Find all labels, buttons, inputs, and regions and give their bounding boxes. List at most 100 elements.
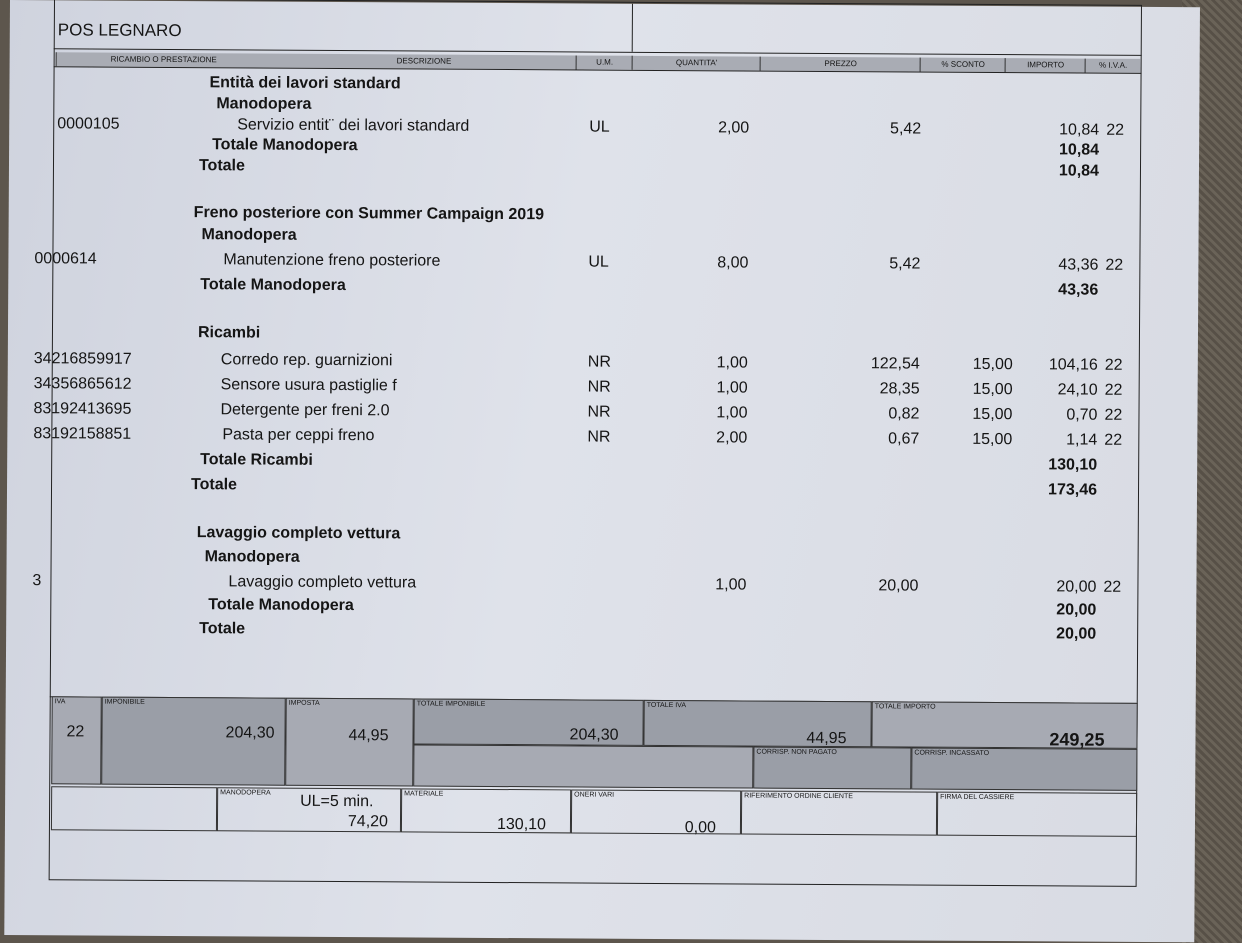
item-description: Detergente per freni 2.0: [220, 401, 390, 420]
item-code: 34216859917: [33, 350, 132, 368]
item-description: Totale: [199, 620, 246, 638]
item-code: 0000614: [34, 250, 97, 268]
totale-imponibile-label: TOTALE IMPONIBILE: [416, 700, 486, 708]
item-description: Totale: [190, 476, 238, 494]
corrisp-incassato-box: CORRISP. INCASSATO: [911, 747, 1138, 791]
manodopera-label: MANODOPERA: [220, 789, 271, 797]
riferimento-box: RIFERIMENTO ORDINE CLIENTE: [740, 790, 938, 836]
manodopera-box: MANODOPERA UL=5 min. 74,20: [216, 787, 402, 833]
firma-box: FIRMA DEL CASSIERE: [936, 791, 1138, 837]
col-ricambio: RICAMBIO O PRESTAZIONE: [110, 54, 217, 65]
item-description: Corredo rep. guarnizioni: [220, 351, 393, 370]
oneri-vari-box: ONERI VARI 0,00: [570, 789, 742, 836]
materiale-label: MATERIALE: [404, 790, 444, 798]
item-quantity: 1,00: [715, 576, 747, 594]
item-vat: 22: [1104, 381, 1123, 399]
imposta-box: IMPOSTA 44,95: [285, 697, 414, 787]
item-discount: 15,00: [972, 430, 1013, 449]
item-vat: 22: [1106, 121, 1125, 139]
imponibile-box: IMPONIBILE 204,30: [101, 696, 286, 786]
oneri-vari-label: ONERI VARI: [574, 791, 615, 799]
col-quantita: QUANTITA': [631, 55, 761, 71]
item-quantity: 8,00: [717, 254, 749, 272]
item-vat: 22: [1103, 578, 1122, 596]
item-description: Totale Manodopera: [200, 276, 346, 295]
item-amount: 0,70: [1066, 406, 1098, 424]
item-description: Pasta per ceppi freno: [222, 426, 375, 445]
item-quantity: 1,00: [716, 379, 748, 397]
item-um: UL: [588, 253, 609, 271]
item-vat: 22: [1104, 356, 1123, 374]
item-um: NR: [587, 403, 611, 421]
imponibile-label: IMPONIBILE: [104, 698, 145, 706]
col-iva: % I.V.A.: [1084, 58, 1141, 73]
item-um: NR: [587, 378, 611, 396]
item-code: 0000105: [57, 115, 120, 133]
item-description: Freno posteriore con Summer Campaign 201…: [193, 204, 545, 224]
riferimento-label: RIFERIMENTO ORDINE CLIENTE: [744, 792, 853, 801]
item-amount: 24,10: [1057, 381, 1098, 399]
item-um: UL: [589, 118, 610, 136]
iva-value: 22: [66, 723, 85, 741]
totale-importo-box: TOTALE IMPORTO 249,25: [871, 701, 1138, 750]
item-code: 83192413695: [33, 400, 132, 418]
item-um: NR: [587, 428, 611, 446]
item-um: NR: [587, 353, 611, 371]
item-vat: 22: [1104, 406, 1123, 424]
item-description: Ricambi: [197, 324, 261, 342]
item-amount: 43,36: [1058, 256, 1099, 274]
item-description: Totale Manodopera: [208, 596, 354, 615]
item-description: Manodopera: [216, 95, 312, 113]
blank-box: [413, 744, 754, 789]
ul-note: UL=5 min.: [300, 792, 374, 811]
invoice-paper: POS LEGNARO RICAMBIO O PRESTAZIONE DESCR…: [4, 0, 1200, 943]
totale-iva-label: TOTALE IVA: [646, 701, 687, 710]
item-code: 34356865612: [33, 375, 132, 393]
item-amount: 104,16: [1048, 356, 1098, 374]
col-importo: IMPORTO: [1004, 58, 1086, 73]
item-price: 28,35: [879, 380, 920, 398]
corrisp-incassato-label: CORRISP. INCASSATO: [914, 749, 990, 757]
iva-box: IVA 22: [51, 696, 102, 785]
item-amount: 20,00: [1056, 578, 1097, 596]
totale-imponibile-box: TOTALE IMPONIBILE 204,30: [413, 698, 644, 746]
item-description: Entità dei lavori standard: [209, 74, 401, 93]
item-amount: 173,46: [1048, 481, 1098, 499]
materiale-box: MATERIALE 130,10: [400, 788, 572, 834]
col-um: U.M.: [575, 55, 633, 70]
item-amount: 20,00: [1056, 625, 1097, 643]
item-discount: 15,00: [972, 405, 1013, 424]
item-price: 0,67: [888, 430, 920, 448]
item-amount: 10,84: [1058, 162, 1100, 180]
item-description: Manodopera: [204, 548, 300, 566]
item-description: Totale Ricambi: [200, 451, 313, 469]
col-sconto: % SCONTO: [919, 57, 1006, 73]
manodopera-value: 74,20: [347, 813, 389, 831]
item-description: Totale Manodopera: [212, 136, 358, 155]
firma-label: FIRMA DEL CASSIERE: [940, 793, 1015, 802]
totale-iva-value: 44,95: [806, 729, 847, 748]
materiale-value: 130,10: [496, 815, 547, 834]
item-amount: 43,36: [1058, 281, 1099, 299]
totale-iva-box: TOTALE IVA 44,95: [643, 699, 872, 748]
item-description: Lavaggio completo vettura: [196, 524, 401, 543]
imposta-value: 44,95: [348, 727, 389, 745]
item-amount: 20,00: [1056, 601, 1097, 619]
item-code: 3: [32, 572, 42, 590]
imponibile-value: 204,30: [225, 724, 275, 742]
empty-box: [50, 786, 218, 832]
item-price: 20,00: [878, 577, 919, 595]
item-amount: 130,10: [1048, 456, 1098, 474]
col-descrizione: DESCRIZIONE: [396, 56, 452, 66]
item-quantity: 1,00: [716, 354, 748, 372]
iva-label: IVA: [54, 698, 66, 706]
item-quantity: 2,00: [718, 119, 750, 137]
item-code: 83192158851: [33, 425, 132, 443]
item-price: 122,54: [870, 355, 920, 373]
item-discount: 15,00: [972, 355, 1013, 374]
item-vat: 22: [1105, 256, 1124, 274]
item-description: Totale: [198, 157, 245, 175]
item-description: Sensore usura pastiglie f: [220, 376, 397, 395]
corrisp-non-pagato-label: CORRISP. NON PAGATO: [756, 748, 837, 757]
item-description: Servizio entit¨ dei lavori standard: [237, 116, 470, 135]
